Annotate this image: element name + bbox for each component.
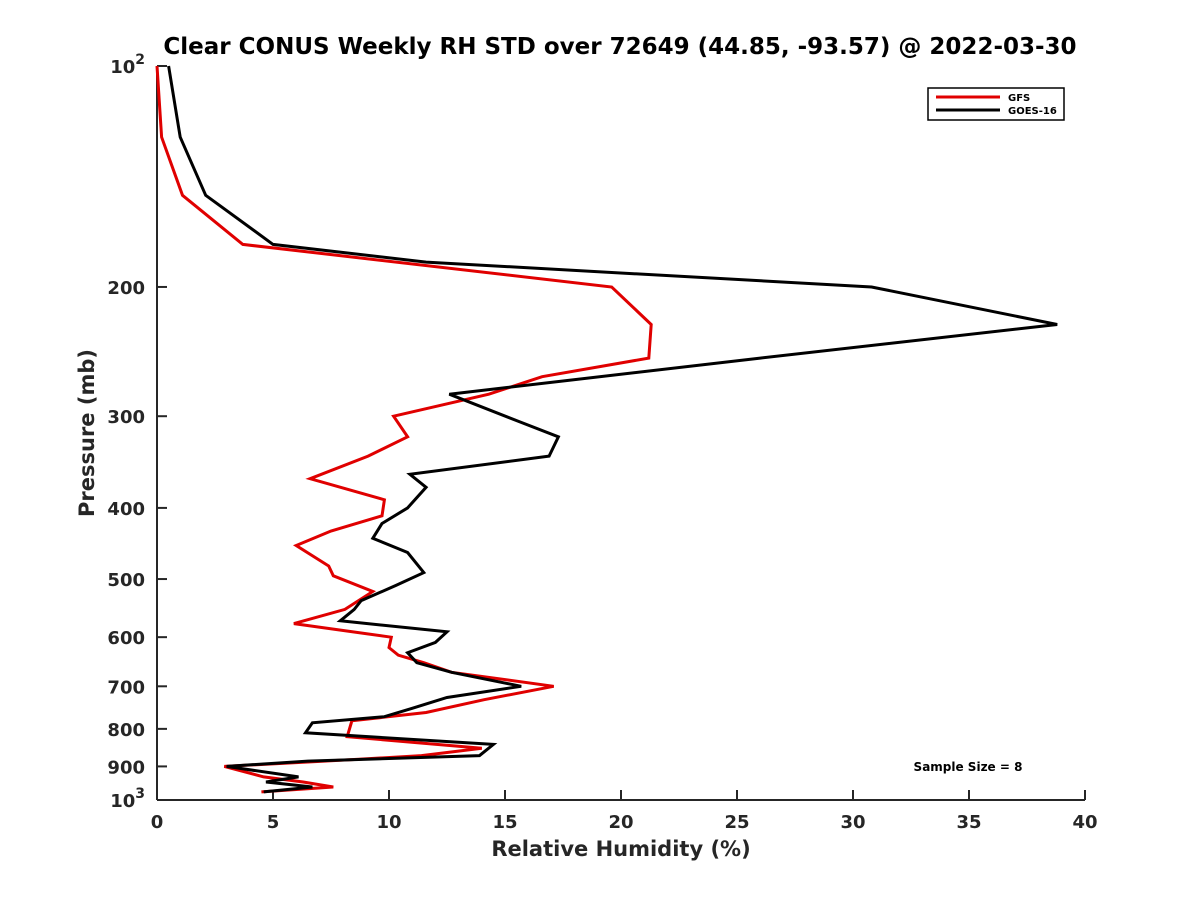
plot-area [156,66,1085,801]
legend-items: GFS GOES-16 [936,93,1057,117]
y-tick-label: 400 [107,499,145,520]
sample-size-annotation: Sample Size = 8 [914,760,1023,774]
y-tick-label: 800 [107,720,145,741]
y-tick-label: 900 [107,757,145,778]
y-tick-label: 200 [107,278,145,299]
y-tick-label: 300 [107,407,145,428]
series-line-gfs [155,65,653,794]
y-axis-label: Pressure (mb) [75,349,99,517]
series-layer [155,65,1058,794]
x-tick-label: 10 [376,812,401,833]
x-tick-label: 35 [956,812,981,833]
y-tick-base: 10 [110,791,135,812]
x-tick-label: 40 [1072,812,1097,833]
y-tick-label: 600 [107,628,145,649]
y-tick-label: 102 [110,52,145,78]
x-tick-label: 30 [840,812,865,833]
y-tick-label: 103 [110,786,145,812]
y-tick-base: 10 [110,57,135,78]
x-tick-label: 15 [492,812,517,833]
legend-label: GOES-16 [1008,106,1057,117]
x-tick-label: 0 [151,812,164,833]
y-tick-label: 500 [107,570,145,591]
legend-box [927,87,1065,121]
x-axis-label: Relative Humidity (%) [491,837,750,861]
x-tick-label: 20 [608,812,633,833]
chart-title: Clear CONUS Weekly RH STD over 72649 (44… [163,34,1076,60]
x-ticks: 0 5 10 15 20 25 30 35 40 [151,790,1098,833]
legend-label: GFS [1008,93,1030,104]
series-line-goes-16 [167,65,1058,794]
y-tick-label: 700 [107,677,145,698]
legend: GFS GOES-16 [927,87,1065,121]
x-tick-label: 25 [724,812,749,833]
y-tick-exponent: 2 [135,52,145,68]
x-tick-label: 5 [267,812,280,833]
y-tick-exponent: 3 [135,786,145,802]
